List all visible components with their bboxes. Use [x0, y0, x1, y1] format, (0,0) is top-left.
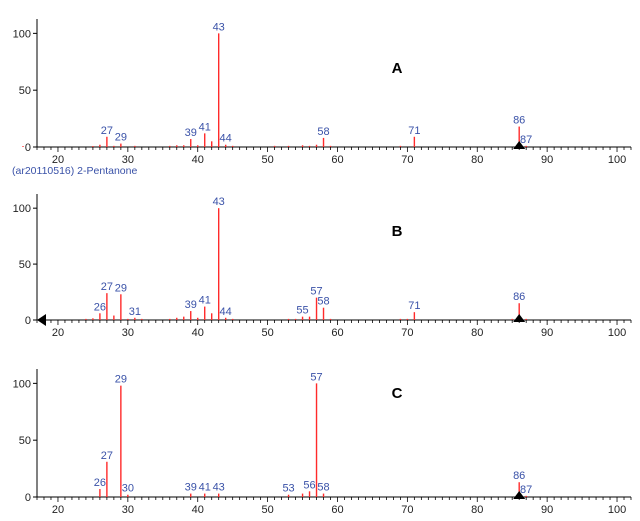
y-tick-label: 50 [19, 85, 31, 97]
x-tick-label: 40 [192, 327, 204, 339]
peak-label: 57 [310, 286, 322, 298]
peak-label: 58 [317, 126, 329, 138]
peak-label: 71 [408, 300, 420, 312]
peak-label: 43 [213, 482, 225, 494]
peak-label: 87 [520, 134, 532, 146]
panel-letter: C [392, 385, 403, 402]
peak-label: 44 [220, 133, 232, 145]
peak-label: 53 [282, 483, 294, 495]
scroll-left-marker [36, 314, 46, 326]
y-tick-label: 0 [25, 142, 31, 154]
x-tick-label: 100 [608, 504, 626, 516]
peak-label: 71 [408, 125, 420, 137]
x-tick-label: 70 [401, 327, 413, 339]
peak-label: 27 [101, 125, 113, 137]
x-tick-label: 70 [401, 154, 413, 166]
x-tick-label: 70 [401, 504, 413, 516]
peak-label: 39 [185, 299, 197, 311]
x-tick-label: 50 [261, 504, 273, 516]
x-tick-label: 60 [331, 504, 343, 516]
peak-label: 58 [317, 482, 329, 494]
x-tick-label: 20 [52, 154, 64, 166]
x-tick-label: 40 [192, 504, 204, 516]
x-tick-label: 30 [122, 504, 134, 516]
x-tick-label: 60 [331, 327, 343, 339]
x-tick-label: 80 [471, 504, 483, 516]
spectrum-panel-c: 0 50 100 20 30 40 50 60 70 80 90 100 26 27 29 30 39 41 43 5… [13, 369, 632, 516]
x-tick-label: 40 [192, 154, 204, 166]
y-tick-label: 0 [25, 492, 31, 504]
x-tick-label: 20 [52, 327, 64, 339]
peak-label: 43 [213, 21, 225, 33]
peak-label: 57 [310, 371, 322, 383]
peak-label: 55 [296, 305, 308, 317]
x-tick-label: 90 [541, 504, 553, 516]
peak-label: 39 [185, 127, 197, 139]
x-tick-label: 90 [541, 154, 553, 166]
x-tick-label: 30 [122, 154, 134, 166]
x-tick-label: 20 [52, 504, 64, 516]
mass-marker-triangle [513, 491, 526, 499]
peak-label: 26 [94, 301, 106, 313]
y-tick-label: 0 [25, 315, 31, 327]
x-tick-label: 100 [608, 327, 626, 339]
mass-marker-triangle [513, 314, 526, 322]
x-tick-label: 60 [331, 154, 343, 166]
x-tick-label: 30 [122, 327, 134, 339]
y-tick-label: 100 [13, 378, 31, 390]
peak-label: 86 [513, 291, 525, 303]
panel-letter: A [392, 60, 403, 77]
peak-label: 30 [122, 483, 134, 495]
x-tick-label: 50 [261, 154, 273, 166]
peak-label: 29 [115, 132, 127, 144]
peak-label: 41 [199, 121, 211, 133]
peak-label: 44 [220, 306, 232, 318]
x-tick-label: 80 [471, 327, 483, 339]
y-tick-label: 50 [19, 259, 31, 271]
x-tick-label: 80 [471, 154, 483, 166]
peak-label: 43 [213, 196, 225, 208]
peak-label: 87 [520, 484, 532, 496]
peak-label: 31 [129, 306, 141, 318]
peak-label: 41 [199, 482, 211, 494]
peak-label: 29 [115, 374, 127, 386]
peak-label: 86 [513, 115, 525, 127]
peak-label: 41 [199, 295, 211, 307]
peak-label: 27 [101, 450, 113, 462]
x-tick-label: 100 [608, 154, 626, 166]
mass-marker-triangle [513, 141, 526, 149]
peak-label: 39 [185, 482, 197, 494]
panel-letter: B [392, 223, 403, 240]
peak-label: 86 [513, 470, 525, 482]
y-tick-label: 100 [13, 28, 31, 40]
y-tick-label: 100 [13, 203, 31, 215]
peak-label: 58 [317, 296, 329, 308]
y-tick-label: 50 [19, 435, 31, 447]
peak-label: 27 [101, 281, 113, 293]
peak-label: 56 [303, 479, 315, 491]
x-tick-label: 50 [261, 327, 273, 339]
compound-header-label: (ar20110516) 2-Pentanone [12, 165, 137, 177]
peak-label: 29 [115, 282, 127, 294]
x-tick-label: 90 [541, 327, 553, 339]
peak-label: 26 [94, 477, 106, 489]
